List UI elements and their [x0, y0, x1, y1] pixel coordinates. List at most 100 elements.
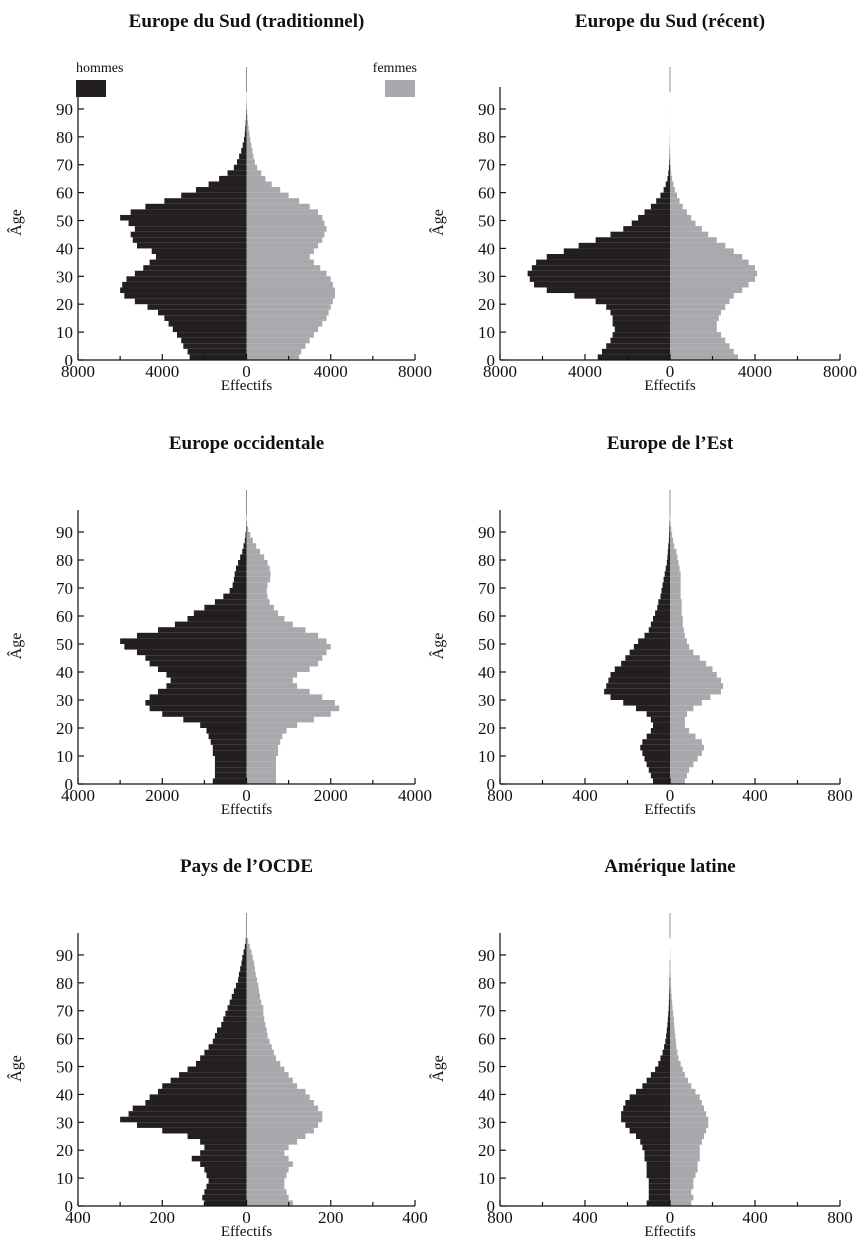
men-bar — [668, 543, 670, 549]
men-bar — [209, 1178, 247, 1184]
women-bar — [247, 605, 274, 611]
women-bar — [247, 1011, 264, 1017]
women-bar — [670, 193, 677, 199]
men-bar — [668, 1011, 670, 1017]
men-bar — [188, 1133, 247, 1139]
men-bar — [215, 1033, 247, 1039]
women-bar — [670, 315, 719, 321]
women-bar — [670, 1089, 696, 1095]
y-tick-label: 60 — [56, 184, 73, 203]
women-bar — [670, 204, 683, 210]
women-bar — [247, 644, 331, 650]
men-bar — [666, 181, 670, 187]
women-bar — [670, 1173, 696, 1179]
y-tick-label: 60 — [478, 1030, 495, 1049]
men-bar — [152, 248, 247, 254]
women-bar — [247, 1184, 285, 1190]
men-bar — [223, 594, 246, 600]
men-bar — [158, 689, 246, 695]
men-bar — [606, 683, 670, 689]
men-bar — [234, 988, 247, 994]
y-tick-label: 30 — [56, 267, 73, 286]
men-bar — [156, 254, 247, 260]
men-bar — [645, 633, 671, 639]
women-bar — [670, 265, 755, 271]
women-bar — [247, 142, 252, 148]
men-bar — [621, 1111, 670, 1117]
men-bar — [169, 321, 247, 327]
women-bar — [670, 1050, 677, 1056]
men-bar — [645, 756, 671, 762]
men-bar — [245, 538, 247, 544]
y-tick-label: 50 — [56, 212, 73, 231]
men-bar — [240, 966, 246, 972]
men-bar — [206, 728, 246, 734]
women-bar — [670, 260, 749, 266]
men-bar — [143, 265, 246, 271]
men-bar — [166, 683, 246, 689]
women-bar — [247, 265, 321, 271]
women-bar — [247, 248, 314, 254]
men-bar — [131, 209, 247, 215]
men-bar — [649, 1195, 670, 1201]
women-bar — [247, 955, 253, 961]
women-bar — [670, 1133, 704, 1139]
women-bar — [670, 750, 702, 756]
women-bar — [670, 543, 674, 549]
women-bar — [247, 588, 267, 594]
women-bar — [670, 526, 671, 532]
x-tick-label: 4000 — [314, 362, 348, 381]
men-bar — [667, 560, 670, 566]
y-tick-label: 0 — [65, 351, 74, 370]
women-bar — [247, 354, 300, 360]
women-bar — [247, 120, 248, 126]
women-bar — [247, 734, 283, 740]
women-bar — [247, 243, 319, 249]
men-bar — [244, 949, 247, 955]
women-bar — [247, 750, 279, 756]
y-tick-label: 20 — [56, 295, 73, 314]
y-tick-label: 0 — [65, 1197, 74, 1216]
x-tick-label: 8000 — [823, 362, 857, 381]
women-bar — [670, 622, 683, 628]
x-tick-label: 200 — [318, 1208, 344, 1227]
men-bar — [636, 1133, 670, 1139]
men-bar — [183, 343, 246, 349]
men-bar — [133, 1106, 247, 1112]
women-bar — [670, 1011, 673, 1017]
men-bar — [642, 750, 670, 756]
women-bar — [247, 1027, 267, 1033]
women-bar — [670, 1078, 688, 1084]
women-bar — [670, 689, 721, 695]
women-bar — [247, 170, 262, 176]
women-bar — [670, 1094, 700, 1100]
men-bar — [528, 271, 670, 277]
men-bar — [651, 773, 670, 779]
men-bar — [621, 1117, 670, 1123]
women-bar — [247, 276, 331, 282]
women-bar — [670, 988, 671, 994]
men-bar — [547, 287, 670, 293]
panel-title: Europe occidentale — [169, 433, 324, 454]
women-bar — [247, 711, 331, 717]
men-bar — [649, 627, 670, 633]
women-bar — [670, 599, 682, 605]
x-tick-label: 400 — [402, 1208, 428, 1227]
x-axis-label: Effectifs — [221, 378, 273, 394]
men-bar — [181, 338, 246, 344]
women-bar — [670, 209, 687, 215]
men-bar — [120, 215, 246, 221]
men-bar — [217, 1027, 246, 1033]
women-bar — [247, 582, 268, 588]
women-bar — [247, 293, 335, 299]
y-tick-label: 70 — [478, 156, 495, 175]
women-bar — [247, 650, 327, 656]
women-bar — [670, 248, 734, 254]
x-tick-label: 400 — [572, 1208, 598, 1227]
men-bar — [666, 1033, 670, 1039]
x-tick-label: 4000 — [398, 786, 432, 805]
women-bar — [670, 605, 682, 611]
women-bar — [670, 354, 738, 360]
women-bar — [247, 299, 333, 305]
